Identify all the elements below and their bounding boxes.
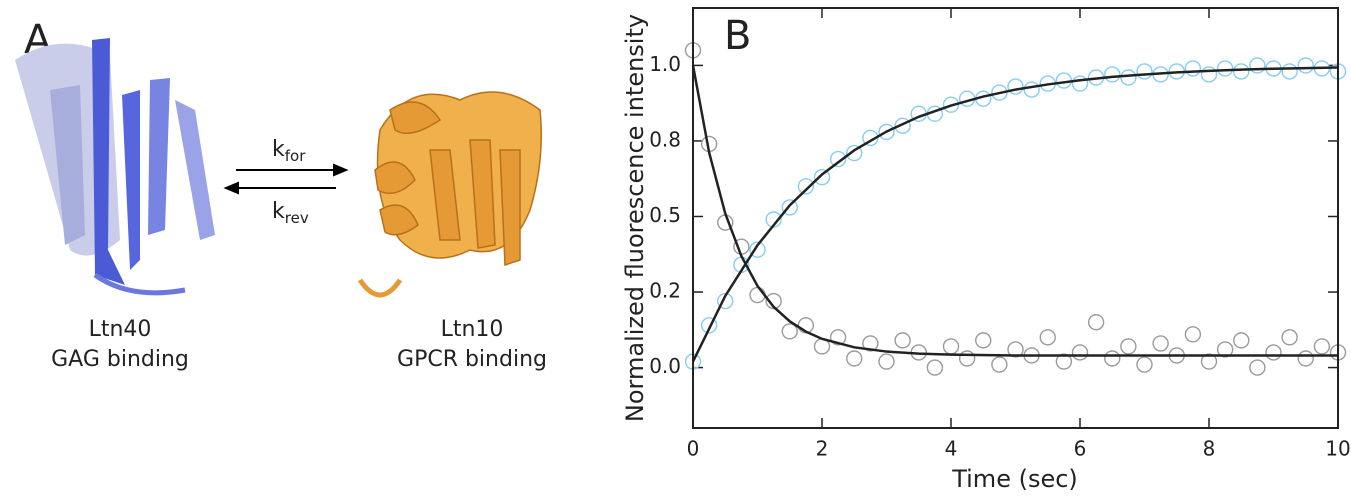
- data-point: [829, 150, 847, 168]
- data-point: [1136, 356, 1153, 373]
- data-point: [1313, 338, 1331, 355]
- plot-frame: [692, 7, 1339, 429]
- data-point: [1055, 353, 1073, 370]
- data-point: [1200, 66, 1218, 83]
- x-tick-label: 8: [1203, 437, 1216, 461]
- y-tick-label: 0.5: [649, 203, 681, 227]
- data-point: [926, 359, 944, 376]
- data-point: [1200, 353, 1218, 370]
- data-point: [1233, 63, 1250, 80]
- fit-line: [691, 66, 1339, 363]
- y-tick-label: 0.8: [649, 127, 681, 151]
- data-point: [1249, 359, 1266, 376]
- data-point: [1120, 338, 1137, 355]
- protein-name: Ltn10: [441, 317, 504, 342]
- data-point: [1184, 60, 1202, 77]
- data-point: [1216, 341, 1234, 358]
- data-point: [846, 350, 863, 367]
- data-point: [958, 350, 976, 367]
- data-point: [765, 292, 782, 310]
- data-point: [862, 335, 879, 352]
- y-tick-label: 1.0: [649, 52, 681, 76]
- data-point: [1216, 60, 1234, 77]
- data-point: [813, 169, 831, 186]
- data-point: [1104, 66, 1121, 83]
- fit-line: [691, 65, 1338, 357]
- protein-role: GPCR binding: [397, 347, 547, 372]
- x-tick-label: 10: [1325, 437, 1350, 461]
- equilibrium-arrows: [223, 163, 349, 195]
- data-point: [991, 356, 1008, 373]
- data-point: [781, 323, 798, 340]
- data-point: [797, 178, 815, 195]
- x-tick-label: 0: [687, 437, 700, 461]
- data-point: [1039, 329, 1056, 346]
- data-point: [942, 338, 960, 355]
- data-point: [1071, 344, 1089, 361]
- ltn10-structure: [357, 91, 542, 298]
- data-point: [1281, 329, 1298, 346]
- data-point: [1023, 81, 1040, 98]
- data-point: [1136, 63, 1153, 80]
- rate-symbol: k: [272, 137, 285, 162]
- data-point: [1249, 57, 1266, 74]
- data-point: [1152, 335, 1169, 352]
- rate-subscript: for: [285, 147, 306, 165]
- data-point: [749, 286, 766, 304]
- y-axis-label: Normalized fluorescence intensity: [621, 14, 649, 422]
- data-point: [878, 353, 895, 370]
- data-point: [1071, 75, 1089, 92]
- data-point: [1297, 350, 1314, 367]
- rate-symbol: k: [272, 199, 285, 224]
- data-point: [1120, 69, 1137, 86]
- rate-label: krev: [272, 199, 309, 227]
- data-point: [1104, 350, 1121, 367]
- panel-label: B: [724, 13, 751, 59]
- y-tick-label: 0.0: [649, 354, 681, 378]
- data-point: [1297, 57, 1314, 74]
- data-point: [1007, 341, 1024, 358]
- x-tick-label: 6: [1074, 437, 1087, 461]
- x-axis-label: Time (sec): [951, 465, 1078, 493]
- x-tick-label: 4: [945, 437, 958, 461]
- y-tick-label: 0.2: [649, 279, 681, 303]
- data-point: [1233, 332, 1250, 349]
- data-point: [1281, 63, 1298, 80]
- data-point: [1265, 344, 1282, 361]
- protein-role: GAG binding: [51, 347, 189, 372]
- data-point: [1184, 326, 1202, 343]
- data-point: [749, 241, 766, 258]
- rate-label: kfor: [272, 137, 306, 165]
- rate-subscript: rev: [285, 209, 309, 227]
- data-point: [894, 332, 911, 349]
- data-point: [1087, 314, 1105, 331]
- x-tick-label: 2: [816, 437, 829, 461]
- ltn40-structure: [15, 38, 215, 296]
- data-point: [975, 332, 992, 349]
- protein-name: Ltn40: [89, 317, 152, 342]
